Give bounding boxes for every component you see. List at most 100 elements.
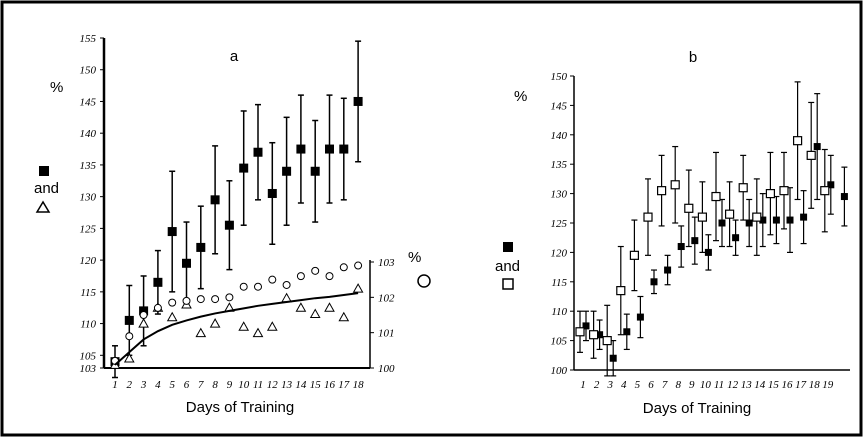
panel-a-ytick-right-label: 101 — [378, 328, 395, 340]
panel-a-xtick-label: 6 — [184, 379, 190, 391]
panel-a-filled-square-point — [353, 96, 363, 106]
panel-b: b % Days of Training and 100105110115120… — [495, 49, 850, 417]
panel-a-legend-filled-square-icon — [39, 166, 49, 176]
panel-a-xtick-label: 9 — [227, 379, 233, 391]
panel-b-ytick-label: 125 — [551, 218, 568, 230]
panel-a-filled-square-point — [267, 188, 277, 198]
panel-a-ytick-label: 120 — [80, 255, 97, 267]
panel-b-filled-square-point — [704, 248, 712, 256]
panel-b-xtick-label: 17 — [795, 379, 807, 391]
panel-b-open-square-point — [820, 186, 830, 196]
panel-a-xtick-label: 7 — [198, 379, 204, 391]
panel-b-filled-square-point — [840, 193, 848, 201]
panel-b-xtick-label: 1 — [580, 379, 586, 391]
panel-a-ytick-label: 105 — [80, 350, 97, 362]
panel-a-filled-square-point — [182, 258, 191, 268]
panel-b-ylabel-left: % — [514, 88, 527, 105]
panel-b-ytick-label: 140 — [551, 130, 568, 142]
panel-a-open-circle-point — [239, 282, 248, 291]
panel-b-xtick-label: 11 — [714, 379, 724, 391]
panel-a-xtick-label: 18 — [353, 379, 365, 391]
panel-b-filled-square-point — [691, 237, 699, 245]
panel-b-ytick-label: 150 — [551, 71, 568, 83]
panel-b-ytick-label: 105 — [551, 336, 568, 348]
panel-a-filled-square-point — [339, 144, 349, 154]
panel-a-open-circle-point — [325, 272, 334, 281]
panel-a-ylabel-left: % — [50, 79, 63, 96]
panel-a-open-circle-point — [311, 266, 320, 275]
panel-a-ytick-label: 115 — [80, 287, 96, 299]
panel-a-legend-text: and — [34, 180, 59, 197]
panel-a-filled-square-point — [196, 242, 206, 252]
panel-a-open-triangle-point — [309, 308, 321, 319]
panel-a-open-triangle-point — [338, 311, 350, 322]
panel-b-xtick-label: 10 — [700, 379, 712, 391]
panel-a-ylabel-right: % — [408, 249, 421, 266]
panel-a-ytick-right-label: 102 — [378, 292, 395, 304]
panel-b-filled-square-point — [677, 243, 685, 251]
panel-b-legend-open-square-icon — [502, 278, 514, 290]
panel-a-xtick-label: 17 — [338, 379, 350, 391]
panel-a-xtick-label: 12 — [267, 379, 279, 391]
panel-b-xtick-label: 9 — [689, 379, 695, 391]
panel-a-yticks-right: 100 101 102 103 — [370, 257, 395, 375]
panel-b-yticks: 100 105 110 115 120 125 130 135 140 145 150 — [551, 71, 574, 377]
panel-b-filled-square-point — [650, 278, 658, 286]
panel-a-open-triangle-point — [138, 318, 149, 328]
panel-b-open-square-point — [656, 186, 667, 196]
panel-a-xtick-label: 13 — [281, 379, 293, 391]
panel-b-filled-square-point — [813, 143, 821, 151]
panel-a-open-triangle-point — [209, 318, 221, 328]
panel-a-filled-square-point — [253, 147, 263, 157]
panel-a-open-circle-point — [254, 282, 262, 291]
panel-b-open-square-point — [738, 183, 748, 193]
panel-b-marks — [575, 81, 848, 377]
panel-b-xtick-label: 14 — [754, 379, 766, 391]
panel-a-xtick-label: 16 — [324, 379, 336, 391]
panel-b-filled-square-point — [800, 213, 808, 221]
panel-b-open-square-point — [684, 203, 694, 213]
panel-b-open-square-point — [670, 180, 680, 190]
panel-a-ytick-label: 125 — [80, 223, 97, 235]
panel-a-filled-square-point — [210, 195, 220, 205]
panel-a-filled-square-point — [224, 220, 234, 230]
panel-b-xtick-label: 18 — [809, 379, 821, 391]
panel-a-ytick-label: 135 — [80, 160, 97, 172]
panel-b-filled-square-point — [582, 322, 590, 330]
panel-a-xtick-label: 4 — [155, 379, 161, 391]
panel-a-legend-open-triangle-icon — [35, 200, 51, 213]
panel-b-ytick-label: 100 — [551, 365, 568, 377]
panel-b-legend-filled-square-icon — [503, 242, 513, 252]
panel-b-xticks: 1 2 3 4 5 6 7 8 9 10 11 12 13 14 15 16 17 18 19 — [580, 379, 834, 391]
panel-a-xtick-label: 11 — [253, 379, 263, 391]
panel-a-filled-square-point — [153, 277, 163, 287]
panel-a-xtick-label: 5 — [169, 379, 175, 391]
panel-b-open-square-point — [779, 186, 789, 196]
panel-b-open-square-point — [629, 250, 640, 260]
panel-b-ytick-label: 135 — [551, 159, 568, 171]
panel-a-open-triangle-point — [295, 302, 307, 312]
panel-b-xtick-label: 15 — [768, 379, 780, 391]
panel-a-ytick-label: 155 — [80, 33, 97, 45]
panel-a-ytick-label: 130 — [80, 192, 97, 204]
panel-b-open-square-point — [616, 286, 626, 296]
panel-b-ytick-label: 110 — [551, 306, 567, 318]
panel-a-filled-square-point — [239, 163, 249, 173]
panel-a-open-circle-point — [282, 280, 291, 289]
panel-a-xticks: 1 2 3 4 5 6 7 8 9 10 11 12 13 14 15 16 17 18 — [112, 379, 364, 391]
panel-b-filled-square-point — [827, 181, 835, 189]
panel-b-open-square-point — [711, 191, 721, 202]
panel-b-filled-square-point — [786, 216, 794, 224]
panel-b-open-square-point — [602, 336, 612, 346]
panel-a-open-circle-point — [153, 303, 162, 312]
panel-a-open-circle-point — [225, 293, 234, 302]
panel-a-filled-square-point — [167, 227, 177, 237]
panel-b-filled-square-point — [623, 328, 631, 336]
panel-a-filled-square-point — [296, 144, 306, 154]
panel-a-xlabel: Days of Training — [186, 399, 294, 416]
panel-a-open-triangle-point — [195, 327, 207, 338]
panel-b-filled-square-point — [745, 219, 753, 227]
panel-b-open-square-point — [697, 212, 708, 222]
panel-a-filled-square-point — [124, 315, 134, 325]
panel-a-open-triangle-point — [238, 321, 250, 331]
